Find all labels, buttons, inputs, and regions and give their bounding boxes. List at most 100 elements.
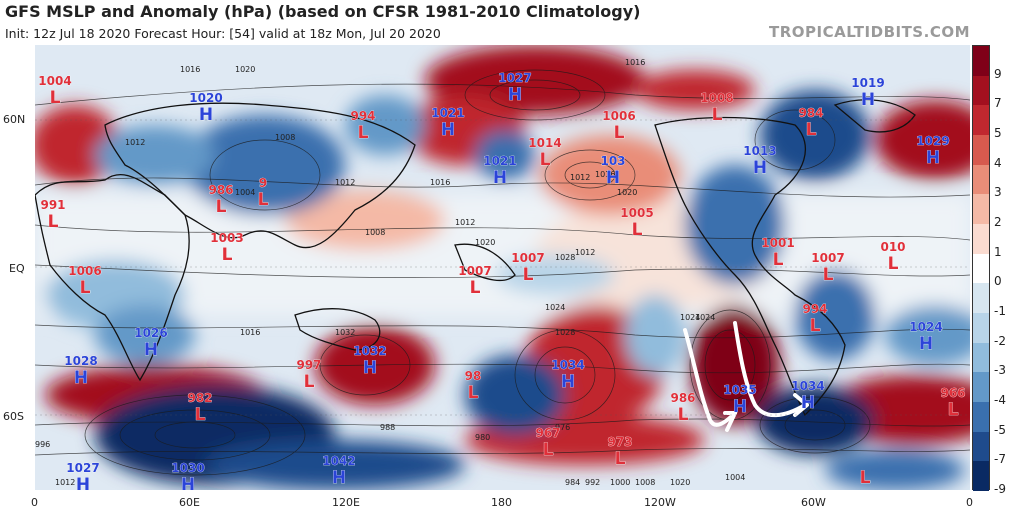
pressure-type-letter: L bbox=[948, 400, 959, 420]
isobar-value: 1020 bbox=[617, 188, 637, 197]
pressure-value: 1030 bbox=[171, 461, 204, 475]
pressure-value: 1020 bbox=[189, 91, 222, 105]
colorbar-tick-label: -1 bbox=[994, 304, 1006, 318]
pressure-type-letter: L bbox=[543, 440, 554, 460]
pressure-value: 010 bbox=[880, 240, 905, 254]
pressure-type-letter: H bbox=[919, 334, 933, 354]
lon-label-120e: 120E bbox=[332, 496, 360, 509]
pressure-value: 984 bbox=[798, 106, 823, 120]
isobar-value: 1032 bbox=[335, 328, 355, 337]
pressure-value: 1029 bbox=[916, 134, 949, 148]
lat-label-60n: 60N bbox=[3, 113, 26, 126]
colorbar-segment bbox=[973, 283, 989, 314]
pressure-value: 9 bbox=[259, 176, 267, 190]
pressure-type-letter: L bbox=[615, 449, 626, 469]
pressure-value: 1008 bbox=[700, 91, 733, 105]
pressure-type-letter: L bbox=[806, 120, 817, 140]
colorbar-tick-label: -2 bbox=[994, 333, 1006, 348]
isobar-value: 1012 bbox=[125, 138, 145, 147]
pressure-value: 966 bbox=[940, 386, 965, 400]
pressure-type-letter: L bbox=[614, 123, 625, 143]
colorbar-segment bbox=[973, 342, 989, 373]
chart-title: GFS MSLP and Anomaly (hPa) (based on CFS… bbox=[5, 2, 641, 21]
pressure-value: 1028 bbox=[64, 354, 97, 368]
pressure-value: 1032 bbox=[353, 344, 386, 358]
isobar-value: 1012 bbox=[55, 478, 75, 487]
arrow-west-head bbox=[723, 411, 737, 432]
colorbar-segment bbox=[973, 431, 989, 462]
isobar-value: 992 bbox=[585, 478, 600, 487]
colorbar-segment bbox=[973, 224, 989, 255]
colorbar-segment bbox=[973, 135, 989, 166]
isobar-value: 1016 bbox=[625, 58, 645, 67]
isobar-value: 1012 bbox=[455, 218, 475, 227]
lon-label-0-left: 0 bbox=[31, 496, 38, 509]
pressure-value: 1019 bbox=[851, 76, 884, 90]
pressure-value: 1013 bbox=[743, 144, 776, 158]
pressure-value: 991 bbox=[40, 198, 65, 212]
colorbar-tick-label: -5 bbox=[994, 422, 1006, 437]
pressure-value: 1021 bbox=[483, 154, 516, 168]
isobar-value: 1016 bbox=[240, 328, 260, 337]
isobars bbox=[35, 69, 970, 476]
isobar-value: 1012 bbox=[335, 178, 355, 187]
pressure-type-letter: L bbox=[632, 220, 643, 240]
pressure-type-letter: L bbox=[712, 105, 723, 125]
colorbar-segment bbox=[973, 372, 989, 403]
lon-label-60w: 60W bbox=[801, 496, 826, 509]
pressure-type-letter: H bbox=[144, 340, 158, 360]
isobar-value: 1024 bbox=[545, 303, 565, 312]
pressure-value: 994 bbox=[802, 302, 827, 316]
lat-label-eq: EQ bbox=[9, 262, 25, 275]
pressure-value: 98 bbox=[465, 369, 482, 383]
pressure-type-letter: L bbox=[678, 405, 689, 425]
isobar-value: 1004 bbox=[725, 473, 745, 482]
lon-label-120w: 120W bbox=[644, 496, 676, 509]
colorbar-tick-label: -9 bbox=[994, 482, 1006, 496]
brand-watermark: TROPICALTIDBITS.COM bbox=[769, 23, 970, 41]
colorbar-tick-label: 1 bbox=[994, 244, 1002, 259]
pressure-type-letter: H bbox=[561, 372, 575, 392]
pressure-type-letter: L bbox=[468, 383, 479, 403]
isobar-value: 1020 bbox=[235, 65, 255, 74]
pressure-value: 1034 bbox=[551, 358, 584, 372]
pressure-value: 1006 bbox=[602, 109, 635, 123]
colorbar-tick-label: -7 bbox=[994, 452, 1006, 467]
pressure-value: 997 bbox=[296, 358, 321, 372]
coastlines bbox=[35, 99, 916, 417]
pressure-value: 1004 bbox=[38, 74, 71, 88]
colorbar bbox=[972, 45, 990, 492]
pressure-type-letter: L bbox=[258, 190, 269, 210]
isobar-value: 1028 bbox=[555, 253, 575, 262]
pressure-type-letter: H bbox=[508, 85, 522, 105]
pressure-value: 1014 bbox=[528, 136, 561, 150]
pressure-type-letter: L bbox=[773, 250, 784, 270]
pressure-type-letter: L bbox=[860, 468, 871, 488]
pressure-value: 1026 bbox=[134, 326, 167, 340]
pressure-value: 1024 bbox=[909, 320, 942, 334]
lon-label-60e: 60E bbox=[179, 496, 200, 509]
pressure-value: 1005 bbox=[620, 206, 653, 220]
